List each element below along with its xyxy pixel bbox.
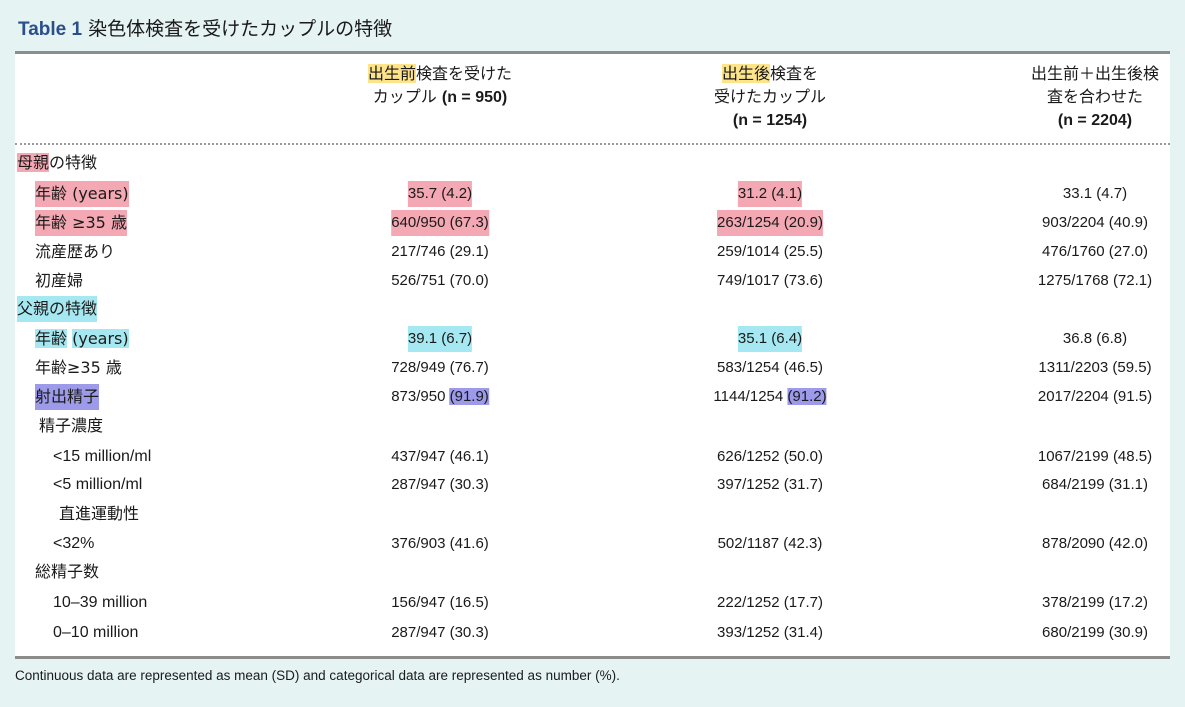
cell-prenatal: 437/947 (46.1) [391, 448, 489, 465]
cell-postnatal: 1144/1254 (91.2) [713, 384, 827, 410]
cell-postnatal-percent: (91.2) [787, 388, 827, 405]
table-title-text: 染色体検査を受けたカップルの特徴 [88, 18, 393, 40]
table-row: 年齢 (years) 35.7 (4.2) 31.2 (4.1) 33.1 (4… [15, 181, 1170, 209]
section-maternal-label: 母親の特徴 [17, 150, 97, 176]
cell-prenatal-percent: (91.9) [449, 388, 489, 405]
cell-combined: 680/2199 (30.9) [1042, 624, 1148, 641]
row-label: 年齢 (years) [35, 181, 129, 207]
table-row: 年齢 ≥35 歳 640/950 (67.3) 263/1254 (20.9) … [15, 210, 1170, 238]
header-divider [15, 143, 1170, 145]
table-row: 初産婦 526/751 (70.0) 749/1017 (73.6) 1275/… [15, 268, 1170, 296]
table-row: 射出精子 873/950 (91.9) 1144/1254 (91.2) 201… [15, 384, 1170, 412]
table-row: <32% 376/903 (41.6) 502/1187 (42.3) 878/… [15, 531, 1170, 559]
row-label: 初産婦 [35, 271, 84, 290]
cell-prenatal: 287/947 (30.3) [391, 624, 489, 641]
row-label: <5 million/ml [53, 476, 143, 493]
row-label-unit: (years) [72, 329, 129, 348]
section-paternal-label: 父親の特徴 [17, 296, 98, 322]
header-prenatal-line1: 検査を受けた [416, 64, 513, 83]
cell-postnatal: 35.1 (6.4) [737, 326, 803, 352]
header-prenatal-line2: カップル [372, 87, 437, 106]
header-combined-n: (n = 2204) [1057, 112, 1133, 129]
cell-combined: 878/2090 (42.0) [1042, 535, 1148, 552]
header-combined: 出生前＋出生後検 査を合わせた (n = 2204) [1010, 62, 1180, 132]
table-row: <15 million/ml 437/947 (46.1) 626/1252 (… [15, 444, 1170, 472]
row-label: 年齢≥35 歳 [35, 358, 122, 377]
cell-postnatal: 31.2 (4.1) [737, 181, 803, 207]
cell-combined: 476/1760 (27.0) [1042, 243, 1148, 260]
header-prenatal-highlight: 出生前 [367, 64, 416, 83]
section-maternal-rest: の特徴 [49, 153, 98, 172]
cell-postnatal-count: 1144/1254 [713, 388, 788, 405]
table-footnote: Continuous data are represented as mean … [15, 668, 620, 683]
header-combined-line1: 出生前＋出生後検 [1030, 64, 1159, 83]
row-label: 10–39 million [53, 594, 148, 611]
header-prenatal-n: (n = 950) [441, 89, 508, 106]
table-panel: 出生前検査を受けた カップル (n = 950) 出生後検査を 受けたカップル … [15, 51, 1170, 659]
cell-prenatal: 728/949 (76.7) [391, 359, 489, 376]
cell-prenatal: 640/950 (67.3) [391, 210, 489, 236]
row-label: 精子濃度 [39, 416, 104, 435]
cell-combined: 1275/1768 (72.1) [1037, 272, 1153, 289]
cell-postnatal: 263/1254 (20.9) [717, 210, 823, 236]
cell-combined: 33.1 (4.7) [1062, 185, 1128, 202]
row-label: 射出精子 [35, 384, 100, 410]
header-combined-line2: 査を合わせた [1046, 87, 1143, 106]
row-label: <32% [53, 535, 95, 552]
subheader-row: 精子濃度 [15, 413, 1170, 441]
cell-postnatal: 259/1014 (25.5) [717, 243, 823, 260]
cell-prenatal-count: 873/950 [391, 388, 450, 405]
cell-combined: 1067/2199 (48.5) [1037, 448, 1153, 465]
cell-combined: 1311/2203 (59.5) [1038, 359, 1152, 376]
cell-prenatal: 287/947 (30.3) [391, 476, 489, 493]
cell-postnatal: 502/1187 (42.3) [717, 535, 823, 552]
cell-combined: 36.8 (6.8) [1062, 330, 1128, 347]
cell-postnatal: 626/1252 (50.0) [717, 448, 823, 465]
row-label: 直進運動性 [59, 504, 140, 523]
header-postnatal: 出生後検査を 受けたカップル (n = 1254) [685, 62, 855, 132]
row-label-highlight: 年齢 [35, 329, 68, 348]
table-number: Table 1 [18, 19, 83, 40]
header-postnatal-line2: 受けたカップル [713, 87, 826, 106]
row-label: 総精子数 [35, 562, 100, 581]
cell-postnatal: 583/1254 (46.5) [717, 359, 823, 376]
row-label: 流産歴あり [35, 242, 116, 261]
row-label: 年齢 ≥35 歳 [35, 210, 127, 236]
section-maternal-highlight: 母親 [17, 153, 50, 172]
cell-postnatal: 749/1017 (73.6) [717, 272, 823, 289]
cell-prenatal: 39.1 (6.7) [407, 326, 473, 352]
table-row: 0–10 million 287/947 (30.3) 393/1252 (31… [15, 620, 1170, 648]
cell-prenatal: 526/751 (70.0) [391, 272, 489, 289]
cell-combined: 684/2199 (31.1) [1042, 476, 1148, 493]
cell-prenatal: 376/903 (41.6) [391, 535, 489, 552]
cell-postnatal: 393/1252 (31.4) [717, 624, 823, 641]
cell-prenatal: 217/746 (29.1) [391, 243, 489, 260]
row-label: 年齢 (years) [35, 326, 129, 352]
table-row: 10–39 million 156/947 (16.5) 222/1252 (1… [15, 590, 1170, 618]
table-row: 年齢 (years) 39.1 (6.7) 35.1 (6.4) 36.8 (6… [15, 326, 1170, 354]
row-label: <15 million/ml [53, 448, 152, 465]
cell-postnatal: 397/1252 (31.7) [717, 476, 823, 493]
header-prenatal: 出生前検査を受けた カップル (n = 950) [355, 62, 525, 109]
cell-postnatal: 222/1252 (17.7) [717, 594, 823, 611]
table-row: <5 million/ml 287/947 (30.3) 397/1252 (3… [15, 472, 1170, 500]
cell-combined: 903/2204 (40.9) [1042, 214, 1148, 231]
row-label: 0–10 million [53, 624, 139, 641]
cell-prenatal: 873/950 (91.9) [391, 384, 489, 410]
table-row: 年齢≥35 歳 728/949 (76.7) 583/1254 (46.5) 1… [15, 355, 1170, 383]
header-postnatal-n: (n = 1254) [732, 112, 808, 129]
section-maternal: 母親の特徴 [15, 150, 1170, 178]
cell-prenatal: 156/947 (16.5) [391, 594, 489, 611]
subheader-row: 直進運動性 [15, 501, 1170, 529]
table-row: 流産歴あり 217/746 (29.1) 259/1014 (25.5) 476… [15, 239, 1170, 267]
cell-prenatal: 35.7 (4.2) [407, 181, 473, 207]
table-title: Table 1 染色体検査を受けたカップルの特徴 [18, 14, 392, 41]
header-postnatal-highlight: 出生後 [721, 64, 770, 83]
header-postnatal-line1: 検査を [770, 64, 819, 83]
section-paternal: 父親の特徴 [15, 296, 1170, 324]
subheader-row: 総精子数 [15, 559, 1170, 587]
cell-combined: 378/2199 (17.2) [1042, 594, 1148, 611]
cell-combined: 2017/2204 (91.5) [1037, 388, 1153, 405]
